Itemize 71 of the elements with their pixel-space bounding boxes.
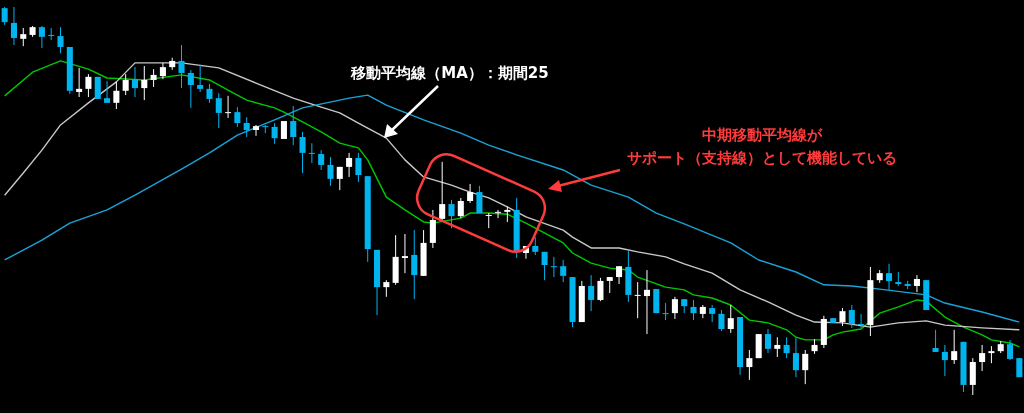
- candlestick: [234, 106, 241, 128]
- candlestick: [783, 336, 790, 359]
- candlestick: [858, 313, 865, 329]
- candlestick: [355, 152, 362, 183]
- candlestick: [913, 274, 920, 293]
- candlestick: [243, 116, 250, 138]
- candlestick: [122, 73, 129, 96]
- candlestick: [467, 183, 474, 204]
- candlestick: [709, 304, 716, 323]
- candlestick: [327, 156, 334, 187]
- candlestick: [10, 6, 17, 46]
- candlestick: [76, 67, 83, 98]
- annotation: 移動平均線（MA）：期間25: [350, 64, 549, 82]
- candlestick: [746, 349, 753, 381]
- annotation: サポート（支持線）として機能している: [627, 149, 897, 167]
- annotation: 中期移動平均線が: [702, 126, 823, 144]
- candlestick: [485, 212, 492, 229]
- candlestick: [802, 349, 809, 385]
- candlestick: [476, 185, 483, 214]
- candlestick: [429, 209, 436, 249]
- candlestick: [597, 277, 604, 302]
- candlestick: [187, 69, 194, 109]
- candlestick: [57, 26, 64, 54]
- candlestick: [969, 357, 976, 396]
- candlestick: [113, 81, 120, 110]
- candlestick: [885, 263, 893, 291]
- candlestick: [932, 329, 939, 353]
- candlestick: [206, 83, 213, 104]
- candlestick: [131, 66, 139, 98]
- candlestick: [401, 233, 408, 274]
- candlestick: [727, 304, 734, 334]
- candlestick: [38, 25, 45, 49]
- candlestick: [215, 92, 222, 129]
- candlestick: [979, 344, 986, 372]
- candlestick: [141, 65, 148, 101]
- candlestick: [48, 27, 55, 41]
- candlestick: [448, 199, 455, 229]
- candlestick: [495, 209, 502, 219]
- candlestick: [690, 299, 697, 321]
- candlestick: [85, 73, 92, 98]
- candlestick: [951, 329, 958, 365]
- candlestick: [225, 95, 232, 119]
- candlestick: [252, 124, 260, 137]
- candlestick: [941, 344, 948, 377]
- candlestick: [318, 149, 325, 171]
- candlestick: [718, 309, 725, 332]
- candlestick: [550, 256, 557, 278]
- candlestick: [560, 259, 567, 283]
- candlestick: [792, 337, 799, 378]
- candlestick: [457, 197, 464, 219]
- candlestick: [634, 281, 641, 319]
- candlestick: [643, 269, 651, 335]
- candlestick: [346, 152, 353, 178]
- candlestick: [197, 64, 204, 93]
- candlestick: [20, 27, 27, 47]
- candlestick: [308, 142, 315, 164]
- candlestick: [588, 274, 595, 312]
- candlestick: [662, 302, 669, 321]
- candlestick: [1007, 339, 1014, 361]
- candlestick: [271, 122, 278, 145]
- candlestick: [848, 304, 855, 329]
- candlestick: [290, 105, 297, 146]
- candlestick: [764, 328, 772, 354]
- candlestick: [671, 296, 678, 320]
- candlestick: [541, 251, 548, 281]
- candlestick: [439, 161, 446, 221]
- candlestick: [178, 44, 185, 89]
- candlestick: [774, 336, 781, 358]
- candlestick: [104, 80, 111, 104]
- candlestick: [299, 131, 306, 174]
- candlestick: [411, 229, 418, 300]
